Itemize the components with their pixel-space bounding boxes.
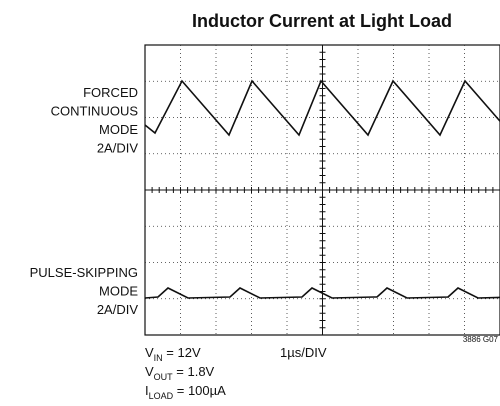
condition: ILOAD = 100µA: [145, 383, 226, 401]
condition: VOUT = 1.8V: [145, 364, 215, 382]
lower-channel-label: 2A/DIV: [97, 302, 139, 317]
channel-labels: FORCED CONTINUOUS MODE 2A/DIV PULSE-SKIPPING…: [30, 85, 139, 317]
upper-channel-label: CONTINUOUS: [51, 104, 139, 119]
upper-channel-label: 2A/DIV: [97, 141, 139, 156]
condition-value: = 12V: [163, 345, 201, 360]
condition-value: = 1.8V: [173, 364, 215, 379]
pulse-skipping-trace: [144, 287, 500, 299]
title: Inductor Current at Light Load: [192, 11, 452, 31]
upper-channel-label: MODE: [99, 122, 138, 137]
upper-channel-label: FORCED: [83, 85, 138, 100]
subscript: OUT: [154, 372, 174, 382]
symbol: V: [145, 345, 154, 360]
forced-continuous-trace: [144, 79, 500, 137]
symbol: V: [145, 364, 154, 379]
figure-id: 3886 G07: [463, 335, 499, 344]
scope-screen: [144, 44, 500, 336]
lower-channel-label: MODE: [99, 284, 138, 299]
subscript: IN: [154, 353, 163, 363]
time-scale: 1µs/DIV: [280, 345, 327, 360]
condition: VIN = 12V: [145, 345, 201, 363]
subscript: LOAD: [149, 391, 174, 401]
symbol: I: [145, 383, 149, 398]
lower-channel-label: PULSE-SKIPPING: [30, 265, 138, 280]
condition-value: = 100µA: [173, 383, 226, 398]
